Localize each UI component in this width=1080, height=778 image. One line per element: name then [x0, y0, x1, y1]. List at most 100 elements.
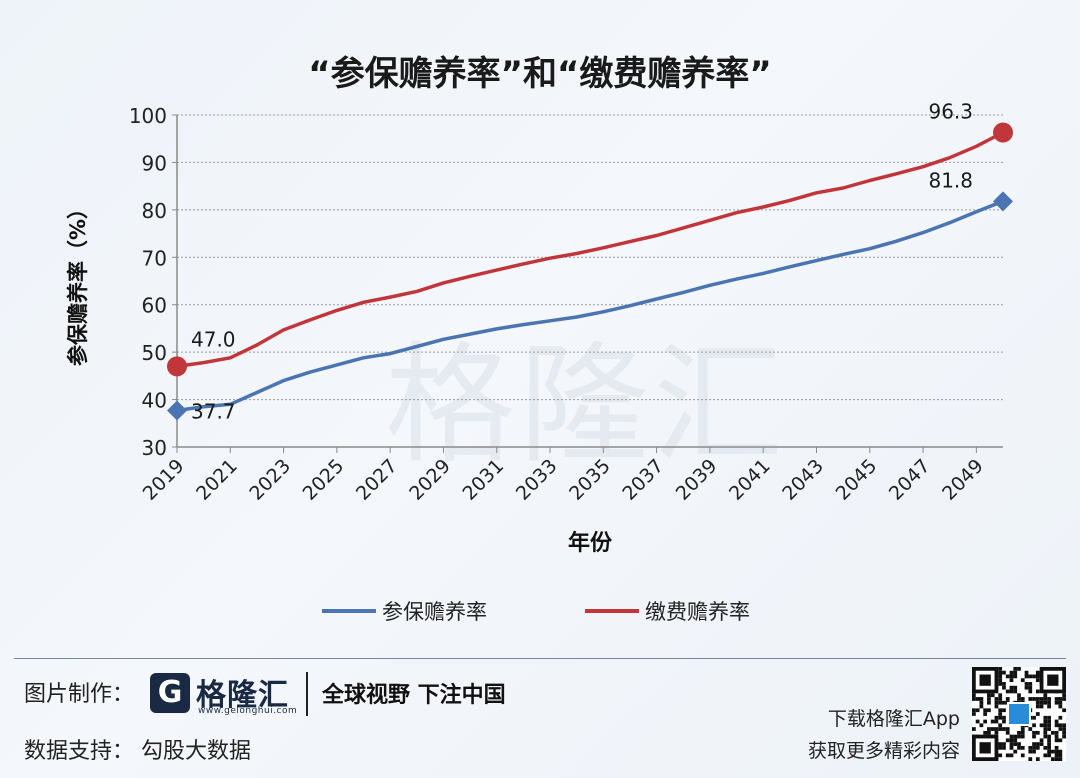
- qr-module: [975, 708, 980, 713]
- line-chart: “参保赡养率”和“缴费赡养率” 30 40 50 60 70 80 90 100 2019 2021…: [66, 54, 1013, 624]
- qr-module: [1024, 674, 1029, 679]
- qr-module: [1002, 742, 1006, 746]
- qr-module: [979, 697, 984, 701]
- qr-module: [1009, 742, 1014, 746]
- qr-module: [1043, 693, 1048, 698]
- qr-module: [975, 719, 980, 724]
- app-more-text: 获取更多精彩内容: [807, 740, 960, 762]
- qr-module: [1047, 734, 1051, 739]
- qr-module: [1020, 678, 1025, 683]
- qr-module: [1062, 727, 1066, 731]
- qr-module: [990, 693, 995, 698]
- data-point-marker: [993, 191, 1013, 212]
- qr-module: [998, 727, 1003, 731]
- data-label: 37.7: [191, 399, 236, 423]
- qr-module: [998, 745, 1003, 750]
- gelonghui-logo: G 格隆汇 www.gelonghui.com: [150, 669, 300, 719]
- qr-module: [1032, 730, 1036, 735]
- qr-module: [1047, 704, 1051, 709]
- qr-code-icon[interactable]: [972, 667, 1066, 761]
- qr-module: [1035, 674, 1040, 679]
- qr-module: [1002, 727, 1006, 731]
- qr-module: [987, 708, 991, 713]
- qr-module: [972, 708, 976, 713]
- logo-url: www.gelonghui.com: [198, 706, 298, 716]
- qr-module: [1028, 727, 1033, 731]
- qr-module: [1017, 742, 1021, 746]
- data-label: 47.0: [191, 327, 236, 351]
- qr-module: [1047, 719, 1051, 724]
- qr-finder: [1047, 674, 1059, 686]
- x-tick-label: 2025: [299, 455, 349, 505]
- qr-module: [1043, 723, 1048, 728]
- x-tick-label: 2045: [832, 455, 882, 505]
- series-line-2: [176, 130, 1004, 369]
- qr-module: [979, 704, 984, 709]
- qr-module: [998, 693, 1003, 698]
- qr-module: [990, 727, 995, 731]
- y-tick-label: 80: [142, 199, 167, 223]
- qr-module: [1028, 682, 1033, 686]
- qr-module: [1054, 697, 1059, 701]
- y-tick-label: 30: [142, 436, 167, 460]
- slogan: 全球视野 下注中国: [322, 683, 506, 708]
- data-point-marker: [167, 356, 187, 377]
- qr-module: [1013, 670, 1018, 675]
- qr-module: [1047, 697, 1051, 701]
- data-source-label: 数据支持： 勾股大数据: [24, 739, 251, 764]
- qr-module: [1009, 734, 1014, 739]
- qr-module: [1009, 678, 1014, 683]
- qr-module: [1013, 674, 1018, 679]
- x-tick-label: 2019: [139, 455, 189, 505]
- qr-module: [1054, 745, 1059, 750]
- qr-module: [1058, 749, 1063, 754]
- qr-module: [1005, 738, 1010, 743]
- qr-module: [1002, 685, 1006, 690]
- logo-mark-icon: G: [150, 673, 190, 713]
- qr-module: [1032, 745, 1036, 750]
- qr-module: [1017, 730, 1021, 735]
- qr-module: [1017, 734, 1021, 739]
- qr-module: [1024, 685, 1029, 690]
- x-tick-label: 2041: [725, 455, 775, 505]
- qr-module: [1002, 670, 1006, 675]
- qr-module: [983, 712, 988, 716]
- data-label: 81.8: [928, 168, 973, 192]
- qr-module: [1043, 734, 1048, 739]
- qr-module: [1050, 730, 1055, 735]
- qr-module: [1013, 742, 1018, 746]
- qr-module: [1013, 667, 1018, 671]
- qr-module: [1009, 753, 1014, 758]
- y-axis-label: 参保赡养率（%）: [66, 198, 90, 366]
- qr-module: [1005, 730, 1010, 735]
- qr-module: [1032, 734, 1036, 739]
- qr-module: [1054, 734, 1059, 739]
- qr-module: [1005, 753, 1010, 758]
- qr-module: [1047, 753, 1051, 758]
- qr-module: [1054, 730, 1059, 735]
- qr-module: [1017, 667, 1021, 671]
- x-tick-label: 2023: [245, 455, 295, 505]
- qr-module: [1005, 727, 1010, 731]
- qr-module: [998, 700, 1003, 705]
- qr-module: [1032, 723, 1036, 728]
- qr-module: [1020, 697, 1025, 701]
- qr-module: [1032, 742, 1036, 746]
- qr-module: [998, 753, 1003, 758]
- qr-module: [1028, 745, 1033, 750]
- qr-module: [1050, 757, 1055, 761]
- qr-module: [1054, 719, 1059, 724]
- qr-module: [1058, 727, 1063, 731]
- chart-title: “参保赡养率”和“缴费赡养率”: [308, 54, 771, 94]
- qr-module: [1035, 689, 1040, 694]
- qr-module: [1009, 745, 1014, 750]
- qr-module: [1013, 738, 1018, 743]
- qr-module: [1005, 697, 1010, 701]
- x-tick-label: 2027: [352, 455, 402, 505]
- qr-module: [1017, 697, 1021, 701]
- qr-module: [972, 693, 976, 698]
- qr-module: [1058, 757, 1063, 761]
- qr-module: [1002, 745, 1006, 750]
- qr-module: [1035, 670, 1040, 675]
- qr-module: [1020, 753, 1025, 758]
